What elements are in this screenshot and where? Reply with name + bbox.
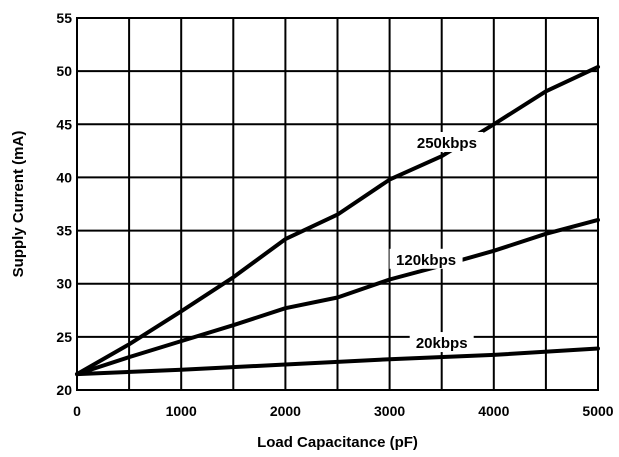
x-tick-label-10: 5000 [582, 403, 613, 419]
series-line-1 [75, 217, 600, 377]
y-tick-label-1: 25 [56, 329, 72, 345]
series-labels: 250kbps 120kbps 20kbps [389, 131, 484, 353]
series-label-2: 20kbps [416, 335, 468, 352]
plot-frame [76, 17, 599, 391]
x-tick-label-6: 3000 [374, 403, 405, 419]
y-tick-label-0: 20 [56, 382, 72, 398]
y-axis-label: Supply Current (mA) [10, 131, 27, 278]
grid [76, 17, 599, 391]
y-tick-labels: 20 25 30 35 40 45 50 55 [56, 10, 72, 398]
series-line-2 [75, 346, 600, 377]
x-tick-label-4: 2000 [270, 403, 301, 419]
series-label-0: 250kbps [417, 135, 477, 152]
y-tick-label-4: 40 [56, 169, 72, 185]
y-tick-label-6: 50 [56, 63, 72, 79]
series-label-1: 120kbps [396, 252, 456, 269]
x-axis-label: Load Capacitance (pF) [257, 434, 418, 451]
y-tick-label-3: 35 [56, 223, 72, 239]
x-tick-label-8: 4000 [478, 403, 509, 419]
series-label-bg-2 [409, 332, 474, 353]
x-tick-labels: 0 1000 2000 3000 4000 5000 [73, 403, 614, 419]
y-tick-label-5: 45 [56, 116, 72, 132]
x-tick-label-2: 1000 [166, 403, 197, 419]
series-lines [75, 64, 600, 377]
y-tick-label-7: 55 [56, 10, 72, 26]
x-tick-label-0: 0 [73, 403, 81, 419]
series-line-0 [75, 64, 600, 377]
y-tick-label-2: 30 [56, 276, 72, 292]
series-label-bg-0 [410, 131, 484, 152]
series-label-bg-1 [389, 248, 463, 269]
